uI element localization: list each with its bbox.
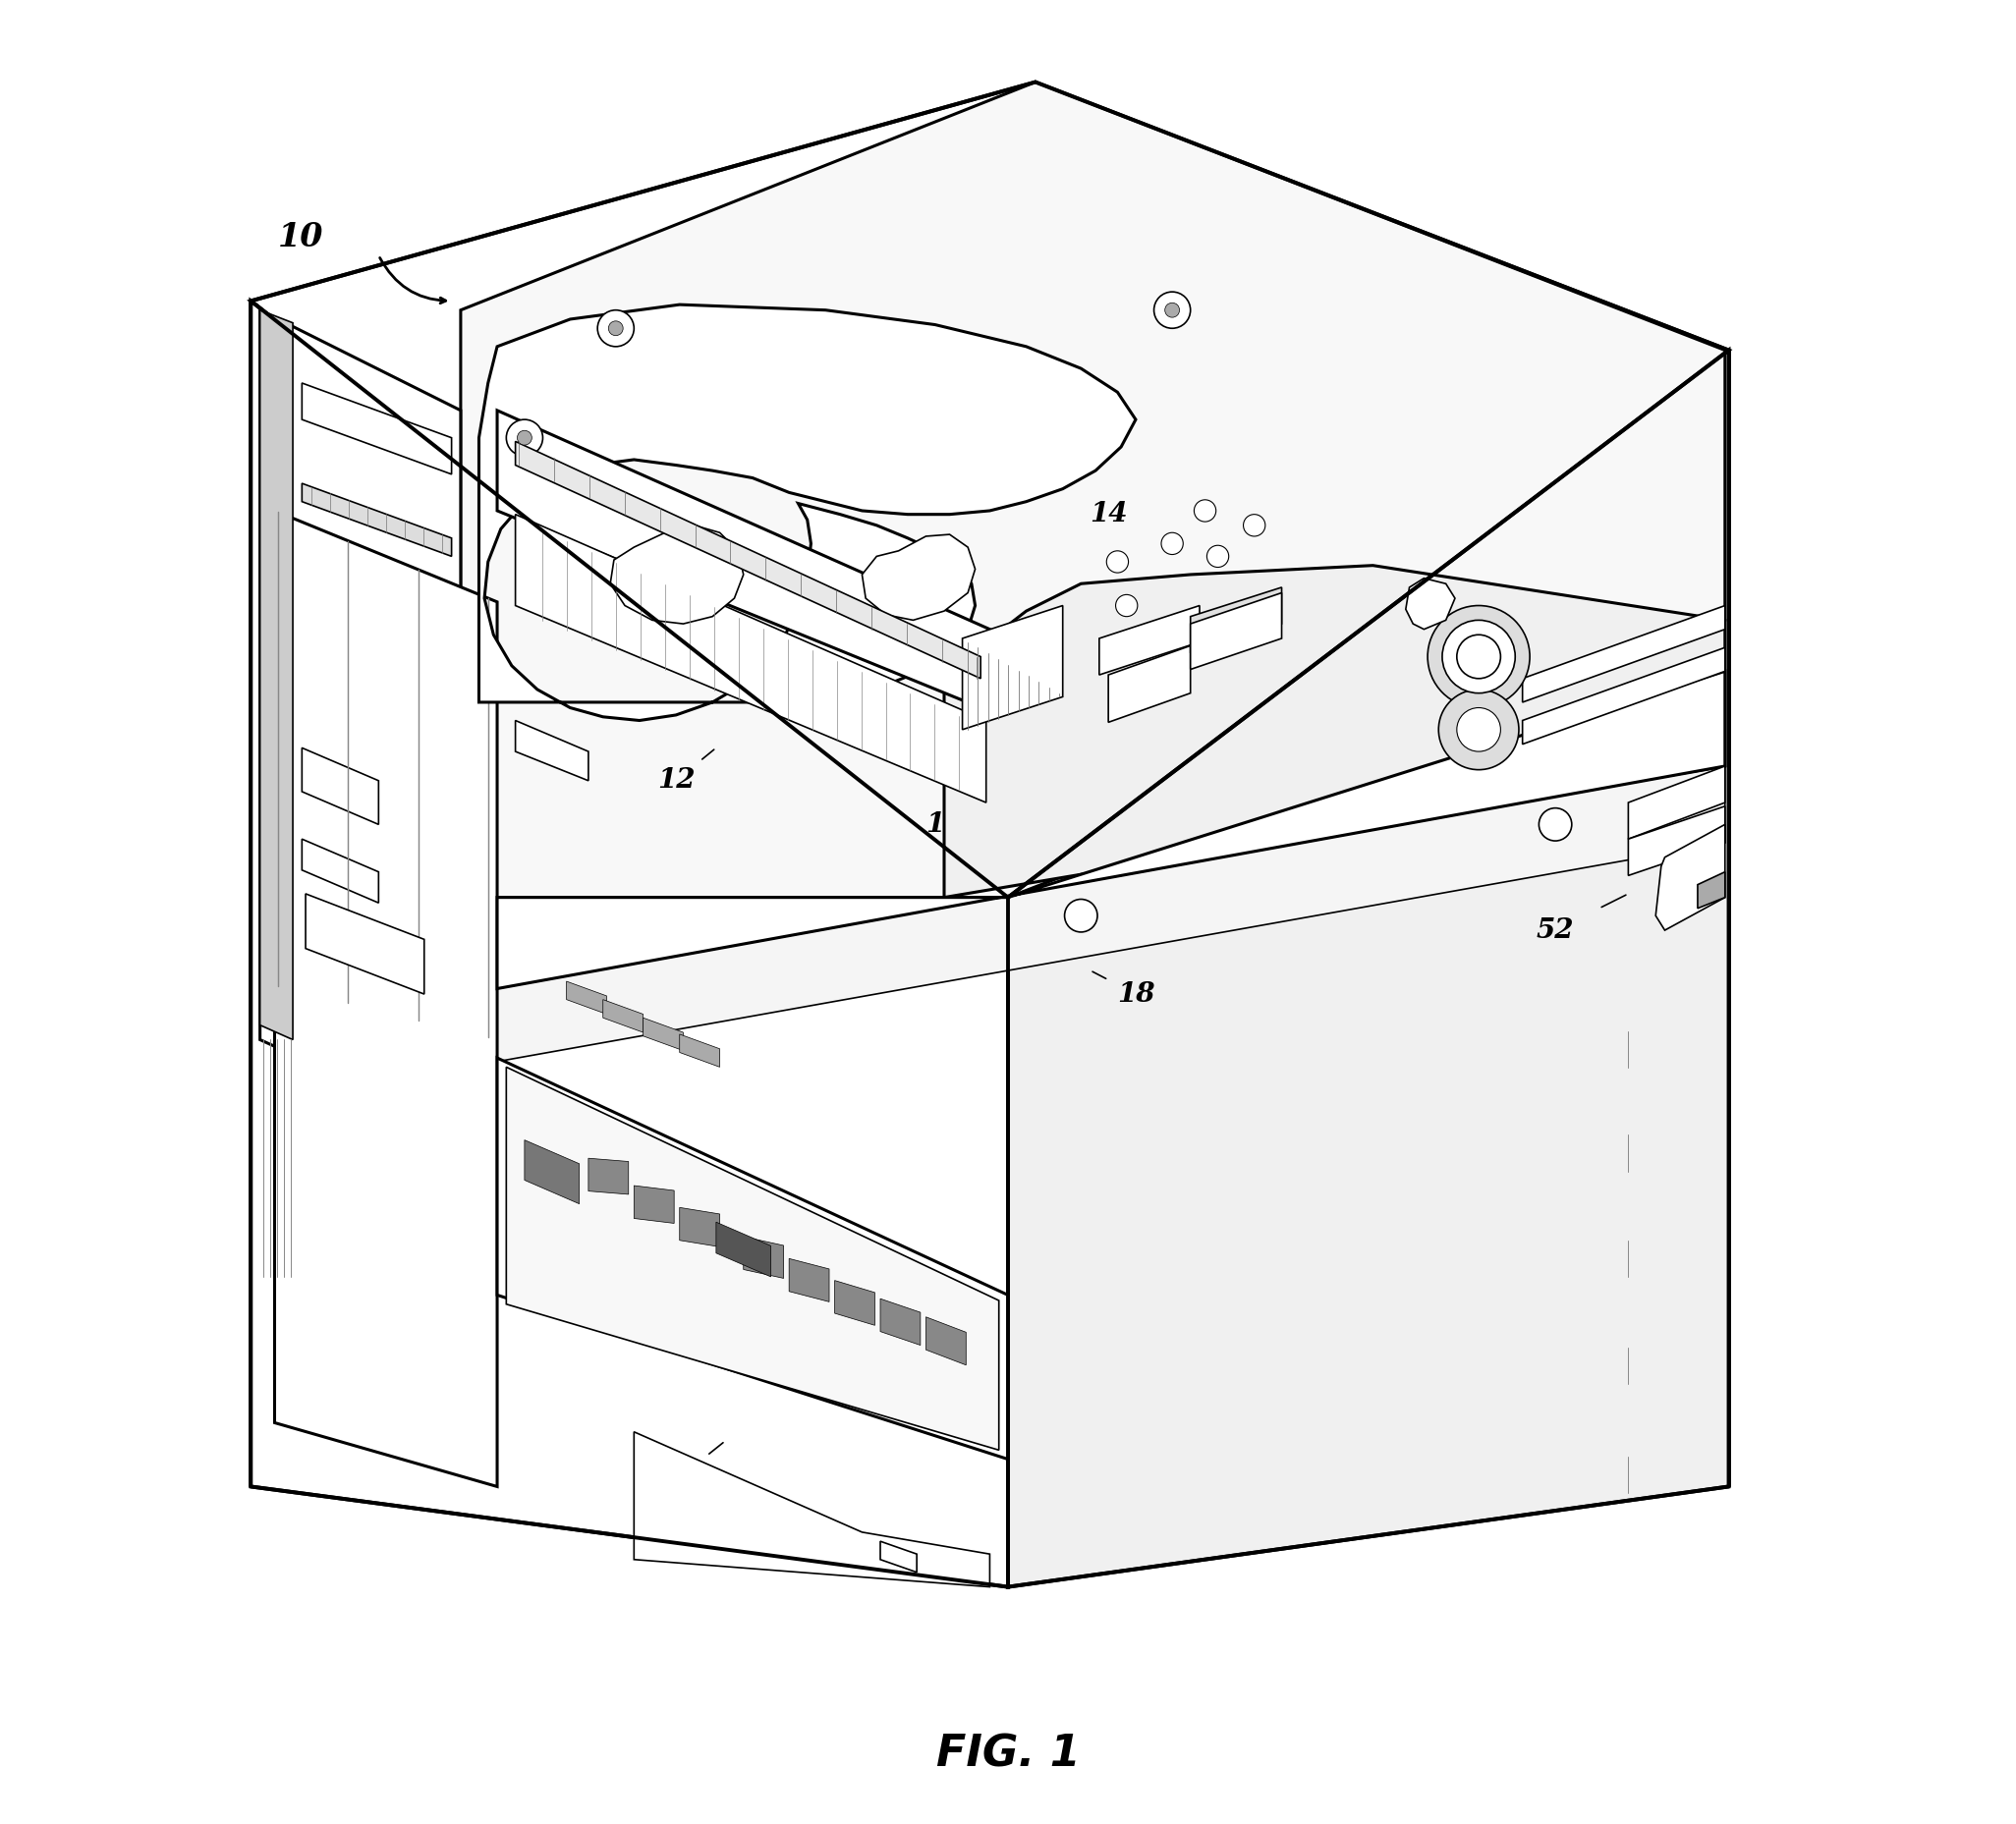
Polygon shape [302, 383, 452, 474]
Circle shape [1244, 514, 1266, 536]
Polygon shape [1522, 648, 1726, 744]
Polygon shape [260, 310, 462, 1131]
Circle shape [1115, 595, 1137, 617]
Polygon shape [260, 310, 292, 1040]
Text: 18: 18 [1117, 981, 1155, 1007]
Circle shape [1165, 303, 1179, 317]
Polygon shape [611, 525, 744, 624]
Polygon shape [566, 981, 607, 1014]
Circle shape [1439, 689, 1518, 770]
Polygon shape [1629, 766, 1726, 839]
Polygon shape [1008, 350, 1728, 1587]
Polygon shape [506, 1067, 998, 1450]
Polygon shape [302, 839, 379, 903]
Polygon shape [1189, 593, 1282, 669]
Polygon shape [633, 1186, 673, 1224]
Polygon shape [943, 565, 1726, 897]
Text: 17: 17 [1149, 717, 1187, 742]
Text: 13: 13 [365, 914, 403, 939]
Polygon shape [1697, 872, 1726, 908]
Polygon shape [603, 1000, 643, 1032]
Text: 20: 20 [661, 1465, 698, 1490]
Polygon shape [1655, 824, 1726, 930]
Polygon shape [1189, 587, 1282, 653]
Circle shape [1427, 606, 1530, 708]
Polygon shape [498, 410, 990, 711]
Polygon shape [250, 301, 1008, 1587]
Polygon shape [250, 82, 1728, 897]
Circle shape [1064, 899, 1097, 932]
Polygon shape [1405, 578, 1456, 629]
Text: 51: 51 [1518, 629, 1556, 655]
Circle shape [1161, 533, 1183, 554]
Polygon shape [962, 606, 1062, 730]
Polygon shape [302, 748, 379, 824]
Polygon shape [633, 1432, 990, 1587]
Polygon shape [679, 1034, 720, 1067]
Circle shape [518, 430, 532, 445]
Text: 50: 50 [1008, 790, 1044, 815]
Circle shape [609, 321, 623, 336]
Polygon shape [516, 441, 980, 679]
Circle shape [1458, 708, 1500, 751]
Polygon shape [480, 305, 1135, 720]
Polygon shape [1629, 806, 1726, 876]
Polygon shape [306, 894, 423, 994]
Polygon shape [1109, 646, 1189, 722]
Circle shape [597, 310, 633, 347]
Polygon shape [498, 1058, 1008, 1459]
Circle shape [1208, 545, 1230, 567]
Circle shape [1193, 500, 1216, 522]
Polygon shape [302, 483, 452, 556]
Polygon shape [788, 1259, 829, 1302]
Polygon shape [274, 511, 498, 1487]
Text: 14: 14 [1089, 502, 1127, 527]
Polygon shape [881, 1541, 917, 1572]
Polygon shape [498, 671, 1726, 989]
Polygon shape [679, 1207, 720, 1248]
Polygon shape [516, 514, 986, 803]
Circle shape [1538, 808, 1572, 841]
Circle shape [1153, 292, 1189, 328]
Polygon shape [863, 534, 976, 620]
Polygon shape [589, 1158, 629, 1195]
Polygon shape [835, 1280, 875, 1326]
Text: 52: 52 [1536, 917, 1574, 943]
Text: 12: 12 [657, 768, 696, 793]
Text: 10: 10 [278, 221, 325, 254]
Text: 11: 11 [925, 812, 964, 837]
Polygon shape [744, 1237, 784, 1279]
Text: FIG. 1: FIG. 1 [935, 1733, 1081, 1777]
Text: 53: 53 [1528, 666, 1564, 691]
Polygon shape [925, 1317, 966, 1364]
Polygon shape [1099, 606, 1200, 675]
Polygon shape [516, 720, 589, 781]
Circle shape [1107, 551, 1129, 573]
Circle shape [506, 420, 542, 456]
Text: 65: 65 [1454, 593, 1492, 618]
Polygon shape [462, 82, 1726, 897]
Polygon shape [716, 1222, 770, 1277]
Polygon shape [524, 1140, 579, 1204]
Polygon shape [1522, 606, 1726, 702]
Polygon shape [498, 766, 1726, 1062]
Circle shape [1441, 620, 1516, 693]
Polygon shape [881, 1299, 921, 1346]
Polygon shape [643, 1018, 683, 1051]
